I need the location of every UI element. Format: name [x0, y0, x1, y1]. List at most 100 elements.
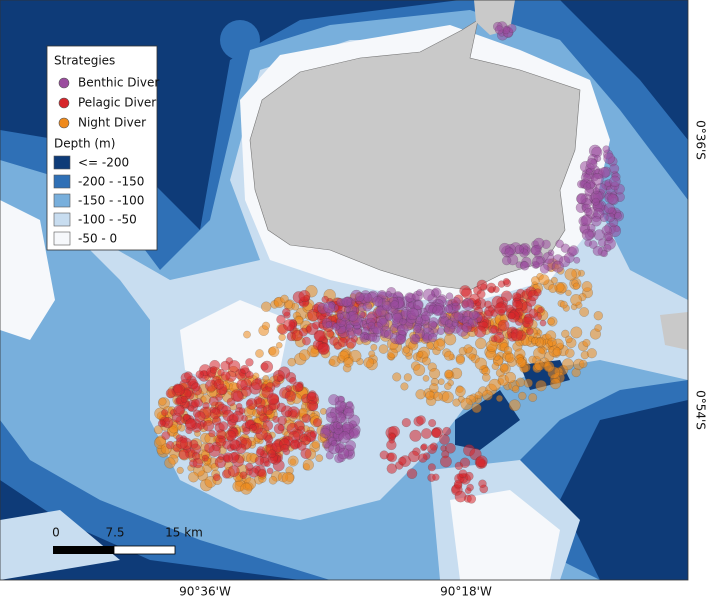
dive-point: [260, 362, 269, 371]
dive-point: [614, 211, 622, 220]
dive-point: [245, 462, 254, 472]
dive-point: [510, 328, 523, 342]
dive-point: [208, 429, 216, 438]
dive-point: [445, 292, 454, 300]
dive-point: [458, 469, 468, 479]
map-frame: [0, 0, 689, 581]
legend-label: -100 - -50: [78, 213, 137, 227]
dive-point: [565, 289, 572, 297]
dive-point: [515, 377, 526, 388]
dive-point: [549, 378, 562, 390]
dive-point: [187, 405, 195, 412]
dive-point: [530, 276, 540, 285]
scale-label: 15 km: [165, 526, 203, 540]
dive-point: [494, 25, 504, 35]
dive-point: [397, 324, 409, 336]
dive-point: [276, 374, 284, 382]
dive-point: [464, 487, 472, 495]
dive-point: [363, 293, 373, 303]
dive-point: [427, 320, 437, 330]
dive-point: [225, 430, 237, 442]
dive-point: [229, 413, 239, 423]
dive-point: [184, 371, 193, 380]
legend-label: Benthic Diver: [78, 76, 159, 90]
dive-point: [284, 390, 297, 402]
dive-point: [218, 421, 229, 431]
dive-point: [161, 431, 171, 441]
dive-point: [185, 418, 196, 429]
dive-point: [451, 296, 461, 307]
dive-point: [368, 332, 378, 342]
depth-zone: [0, 200, 55, 340]
dive-point: [272, 415, 280, 423]
dive-point: [474, 325, 487, 338]
dive-point: [335, 422, 343, 430]
dive-point: [603, 243, 612, 253]
legend-title: Depth (m): [54, 137, 115, 151]
dive-point: [485, 340, 498, 352]
dive-point: [329, 336, 339, 346]
dive-point: [427, 463, 436, 472]
dive-point: [390, 300, 400, 310]
dive-point: [429, 383, 439, 393]
dive-point: [508, 399, 521, 412]
dive-point: [603, 152, 615, 165]
dive-point: [372, 295, 384, 307]
dive-point: [416, 415, 426, 425]
dive-point: [345, 337, 357, 349]
dive-point: [240, 386, 252, 397]
dive-point: [277, 424, 285, 432]
legend-swatch: [53, 174, 71, 189]
dive-point: [408, 450, 420, 463]
dive-point: [478, 479, 487, 488]
dive-point: [466, 494, 477, 504]
dive-point: [325, 321, 333, 328]
dive-point: [444, 369, 453, 379]
dive-point: [547, 337, 557, 347]
dive-point: [444, 350, 455, 361]
dive-point: [591, 197, 600, 206]
dive-point: [409, 429, 422, 442]
dive-point: [330, 439, 338, 447]
dive-point: [255, 448, 265, 458]
dive-point: [262, 375, 270, 382]
legend-swatch: [53, 155, 71, 170]
dive-point: [306, 391, 317, 401]
scale-bar: 0 7.5 15 km: [52, 526, 203, 555]
dive-point: [427, 444, 438, 454]
dive-point: [584, 207, 593, 217]
dive-point: [260, 301, 272, 312]
dive-point: [514, 244, 525, 255]
dive-point: [497, 319, 510, 332]
dive-point: [484, 300, 492, 309]
dive-point: [413, 300, 423, 310]
dive-point: [442, 426, 452, 436]
dive-point: [295, 315, 304, 325]
dive-point: [495, 394, 504, 402]
dive-point: [586, 348, 597, 359]
dive-point: [317, 342, 330, 356]
dive-point: [312, 418, 322, 427]
dive-point: [173, 404, 185, 417]
dive-point: [533, 347, 546, 360]
dive-point: [298, 290, 311, 302]
dive-point: [345, 440, 357, 452]
dive-point: [428, 419, 437, 428]
legend-symbol: [58, 97, 70, 109]
dive-point: [164, 457, 176, 469]
dive-point: [264, 460, 271, 468]
dive-point: [378, 344, 389, 354]
legend-swatch: [53, 231, 71, 246]
dive-point: [302, 336, 311, 346]
dive-point: [284, 410, 292, 418]
dive-point: [555, 239, 564, 249]
dive-point: [294, 383, 304, 392]
dive-point: [297, 441, 307, 451]
dive-point: [386, 439, 397, 451]
dive-point: [547, 249, 555, 256]
dive-point: [547, 317, 555, 326]
dive-point: [245, 398, 258, 410]
dive-point: [176, 466, 184, 474]
dive-point: [586, 158, 598, 170]
